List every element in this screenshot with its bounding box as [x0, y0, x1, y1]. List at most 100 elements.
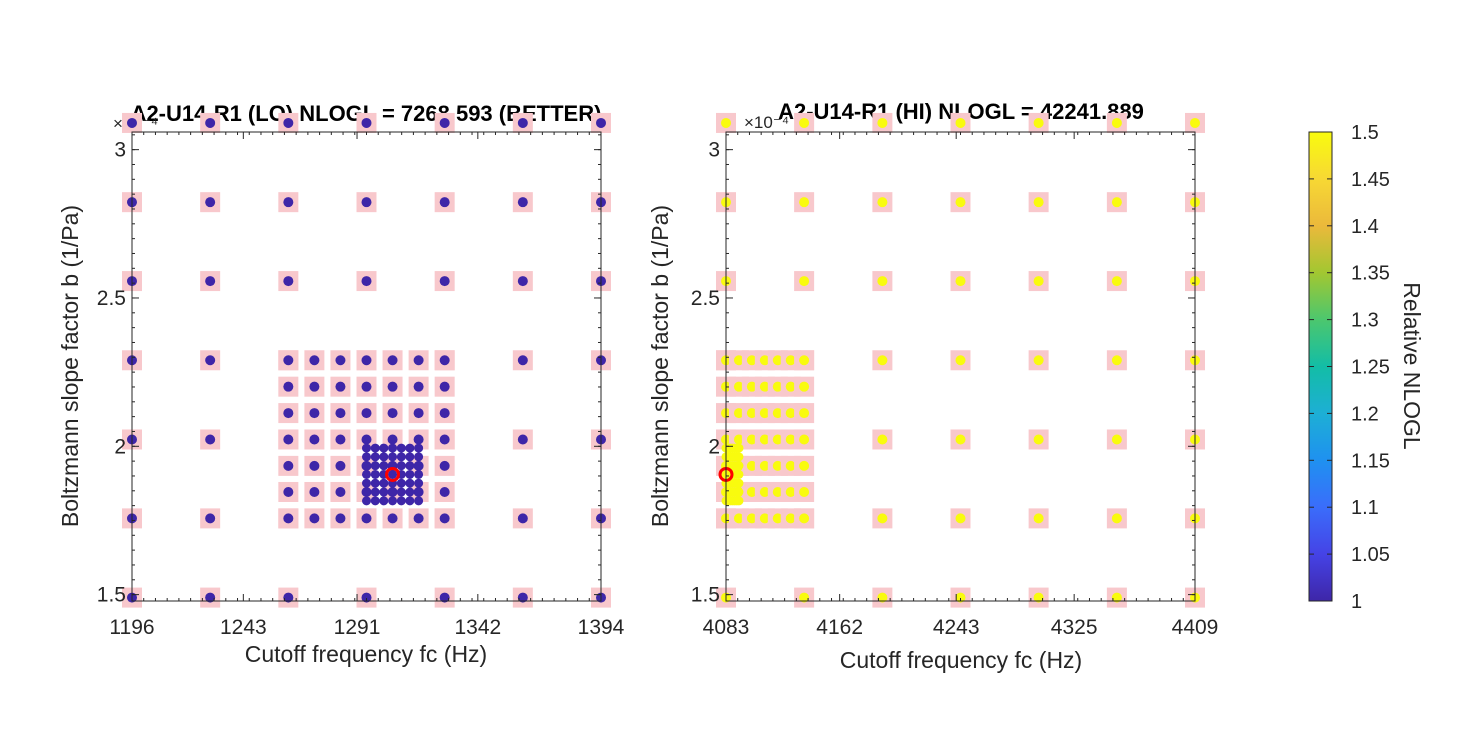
- colorbar-tick-label: 1.15: [1351, 450, 1390, 472]
- left-x-tick-label: 1196: [109, 616, 154, 639]
- left-fine-grid-point: [362, 469, 371, 479]
- right-medium-grid-point: [772, 381, 783, 392]
- right-coarse-grid-point: [1111, 513, 1122, 524]
- left-coarse-grid-point: [361, 197, 372, 208]
- right-medium-grid-point: [759, 486, 770, 497]
- right-plot: A2-U14-R1 (HI) NLOGL = 42241.889 ×10⁻⁴ 4…: [647, 99, 1218, 673]
- left-x-tick-label: 1243: [220, 616, 267, 639]
- left-y-axis-label: Boltzmann slope factor b (1/Pa): [57, 205, 83, 527]
- left-fine-grid-point: [396, 487, 406, 497]
- left-fine-grid-point: [388, 487, 398, 497]
- left-medium-grid-point: [439, 486, 450, 497]
- right-medium-grid-point: [733, 408, 744, 419]
- left-fine-grid-point: [414, 469, 424, 479]
- right-medium-grid-point: [772, 486, 783, 497]
- right-coarse-grid-point: [799, 117, 810, 128]
- left-medium-grid-point: [309, 434, 320, 445]
- left-medium-grid-point: [335, 355, 346, 366]
- right-y-tick-label: 1.5: [691, 584, 720, 607]
- right-coarse-grid-point: [1190, 117, 1200, 128]
- right-medium-grid-point: [746, 434, 757, 445]
- left-x-tick-labels: 1196 1243 1291 1342 1394: [109, 616, 624, 639]
- left-fine-grid-point: [405, 487, 415, 497]
- colorbar-tick-label: 1.45: [1351, 169, 1390, 191]
- left-coarse-grid-point: [283, 117, 294, 128]
- left-coarse-grid-point: [283, 197, 294, 208]
- left-plot: A2-U14-R1 (LO) NLOGL = 7268.593 (BETTER)…: [57, 101, 625, 667]
- right-coarse-grid-point: [1033, 197, 1044, 208]
- left-medium-grid-point: [283, 460, 294, 471]
- right-coarse-grid-point: [955, 117, 966, 128]
- right-x-tick-labels: 4083 4162 4243 4325 4409: [703, 616, 1219, 639]
- left-fine-grid-point: [405, 443, 415, 453]
- right-medium-grid-point: [759, 381, 770, 392]
- left-fine-grid-point: [388, 452, 398, 462]
- left-medium-grid-point: [413, 381, 424, 392]
- left-fine-grid-point: [388, 443, 398, 453]
- right-coarse-grid-point: [799, 197, 810, 208]
- left-coarse-grid-point: [361, 592, 372, 603]
- right-medium-grid-point: [759, 355, 770, 366]
- left-coarse-grid-point: [283, 276, 294, 287]
- left-fine-grid-point: [362, 478, 371, 488]
- right-coarse-grid-point: [1033, 117, 1044, 128]
- left-coarse-grid-point: [517, 276, 528, 287]
- left-fine-grid-point: [396, 461, 406, 471]
- left-medium-grid-point: [361, 513, 372, 524]
- right-medium-grid-point: [733, 434, 744, 445]
- left-medium-grid-point: [387, 355, 398, 366]
- right-medium-grid-point: [746, 355, 757, 366]
- right-coarse-grid-point: [721, 117, 731, 128]
- left-x-tick-label: 1291: [334, 616, 381, 639]
- left-medium-grid-point: [335, 434, 346, 445]
- left-fine-grid-point: [405, 461, 415, 471]
- left-coarse-grid-point: [517, 197, 528, 208]
- left-fine-grid-point: [370, 461, 380, 471]
- left-medium-grid-point: [387, 408, 398, 419]
- left-y-tick-label: 2.5: [97, 287, 126, 310]
- left-fine-grid-point: [370, 487, 380, 497]
- left-fine-grid-point: [414, 496, 424, 506]
- right-y-axis-label: Boltzmann slope factor b (1/Pa): [647, 205, 673, 527]
- left-fine-grid-point: [414, 478, 424, 488]
- right-coarse-grid-point: [1111, 276, 1122, 287]
- left-fine-grid-point: [362, 496, 371, 506]
- left-fine-grid-point: [388, 496, 398, 506]
- left-medium-grid-point: [413, 355, 424, 366]
- right-fine-grid-point: [734, 461, 744, 471]
- colorbar-tick-label: 1: [1351, 591, 1362, 613]
- left-fine-grid-point: [414, 461, 424, 471]
- right-coarse-grid-point: [955, 434, 966, 445]
- right-coarse-grid-point: [799, 276, 810, 287]
- left-fine-grid-point: [414, 443, 424, 453]
- right-coarse-grid-point: [877, 592, 888, 603]
- left-fine-grid-point: [405, 452, 415, 462]
- left-coarse-grid-point: [205, 434, 216, 445]
- left-coarse-grid-point: [361, 276, 372, 287]
- left-fine-grid-point: [370, 496, 380, 506]
- left-best-fit-marker: [385, 466, 401, 482]
- left-medium-grid-point: [309, 513, 320, 524]
- left-medium-grid-point: [439, 355, 450, 366]
- left-fine-grid-point: [379, 443, 389, 453]
- left-fine-grid-point: [370, 469, 380, 479]
- right-medium-grid-point: [772, 460, 783, 471]
- right-x-tick-label: 4243: [933, 616, 980, 639]
- right-axes: [725, 131, 1196, 602]
- colorbar-tick-label: 1.35: [1351, 263, 1390, 285]
- left-y-tick-label: 2: [114, 435, 126, 458]
- right-medium-grid-point: [772, 434, 783, 445]
- left-coarse-grid-point: [596, 117, 606, 128]
- right-medium-grid-point: [772, 355, 783, 366]
- left-medium-grid-point: [387, 434, 398, 445]
- left-medium-grid-point: [439, 408, 450, 419]
- right-coarse-grid-point: [1111, 197, 1122, 208]
- left-fine-grid-point: [396, 478, 406, 488]
- left-x-tick-label: 1394: [578, 616, 625, 639]
- left-fine-grid-point: [370, 452, 380, 462]
- left-medium-grid-point: [309, 460, 320, 471]
- left-coarse-grid-point: [517, 513, 528, 524]
- left-fine-grid-point: [362, 487, 371, 497]
- right-coarse-grid-point: [877, 355, 888, 366]
